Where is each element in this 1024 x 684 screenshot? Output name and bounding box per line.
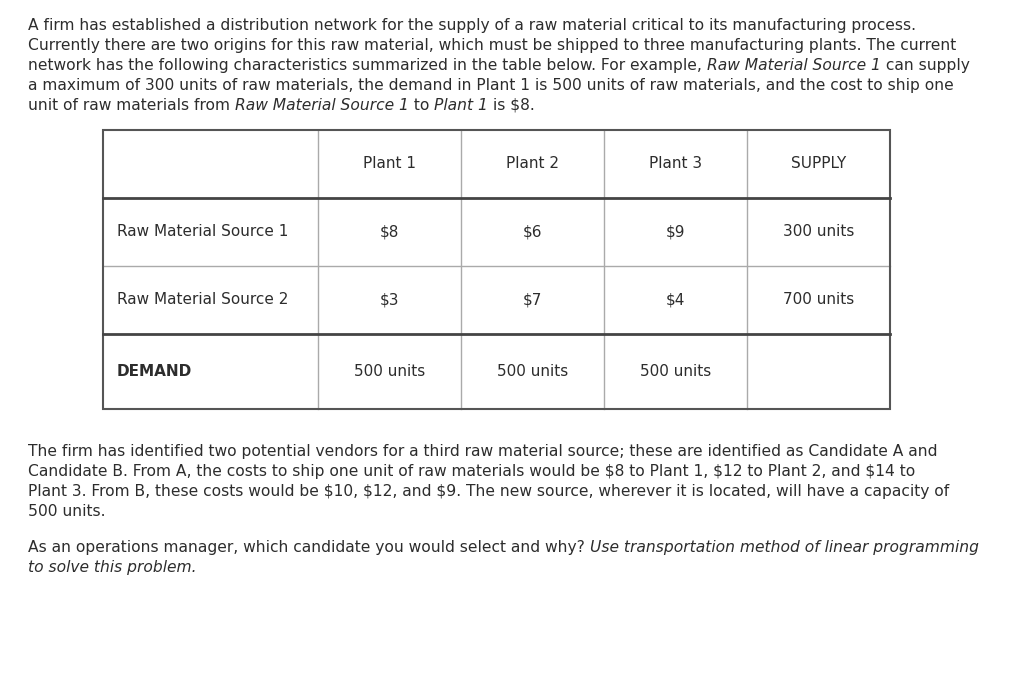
Text: Plant 1: Plant 1	[362, 157, 416, 172]
Text: A firm has established a distribution network for the supply of a raw material c: A firm has established a distribution ne…	[28, 18, 916, 33]
Text: can supply: can supply	[881, 58, 970, 73]
Text: $4: $4	[666, 293, 685, 308]
Text: The firm has identified two potential vendors for a third raw material source; t: The firm has identified two potential ve…	[28, 444, 938, 459]
Text: Raw Material Source 2: Raw Material Source 2	[117, 293, 289, 308]
Text: SUPPLY: SUPPLY	[791, 157, 846, 172]
Text: is $8.: is $8.	[487, 98, 535, 113]
Text: $3: $3	[380, 293, 399, 308]
Text: unit of raw materials from: unit of raw materials from	[28, 98, 234, 113]
Text: Raw Material Source 1: Raw Material Source 1	[117, 224, 289, 239]
Text: to: to	[409, 98, 434, 113]
Text: 500 units: 500 units	[354, 364, 425, 379]
Text: Use transportation method of linear programming: Use transportation method of linear prog…	[590, 540, 979, 555]
Text: $9: $9	[666, 224, 685, 239]
Text: network has the following characteristics summarized in the table below. For exa: network has the following characteristic…	[28, 58, 707, 73]
Text: Plant 3. From B, these costs would be $10, $12, and $9. The new source, wherever: Plant 3. From B, these costs would be $1…	[28, 484, 949, 499]
Text: 300 units: 300 units	[782, 224, 854, 239]
Text: 500 units: 500 units	[497, 364, 568, 379]
Text: $7: $7	[523, 293, 542, 308]
Text: $6: $6	[522, 224, 543, 239]
Text: As an operations manager, which candidate you would select and why?: As an operations manager, which candidat…	[28, 540, 590, 555]
Text: 500 units: 500 units	[640, 364, 711, 379]
Text: $8: $8	[380, 224, 399, 239]
Text: a maximum of 300 units of raw materials, the demand in Plant 1 is 500 units of r: a maximum of 300 units of raw materials,…	[28, 78, 953, 93]
Text: 500 units.: 500 units.	[28, 504, 105, 519]
Text: Raw Material Source 1: Raw Material Source 1	[707, 58, 881, 73]
Text: Candidate B. From A, the costs to ship one unit of raw materials would be $8 to : Candidate B. From A, the costs to ship o…	[28, 464, 915, 479]
Text: Currently there are two origins for this raw material, which must be shipped to : Currently there are two origins for this…	[28, 38, 956, 53]
Text: DEMAND: DEMAND	[117, 364, 193, 379]
Text: Plant 3: Plant 3	[649, 157, 702, 172]
Text: 700 units: 700 units	[783, 293, 854, 308]
Text: Raw Material Source 1: Raw Material Source 1	[234, 98, 409, 113]
Text: Plant 1: Plant 1	[434, 98, 487, 113]
Bar	[103, 130, 890, 409]
Text: Plant 2: Plant 2	[506, 157, 559, 172]
Text: to solve this problem.: to solve this problem.	[28, 560, 197, 575]
